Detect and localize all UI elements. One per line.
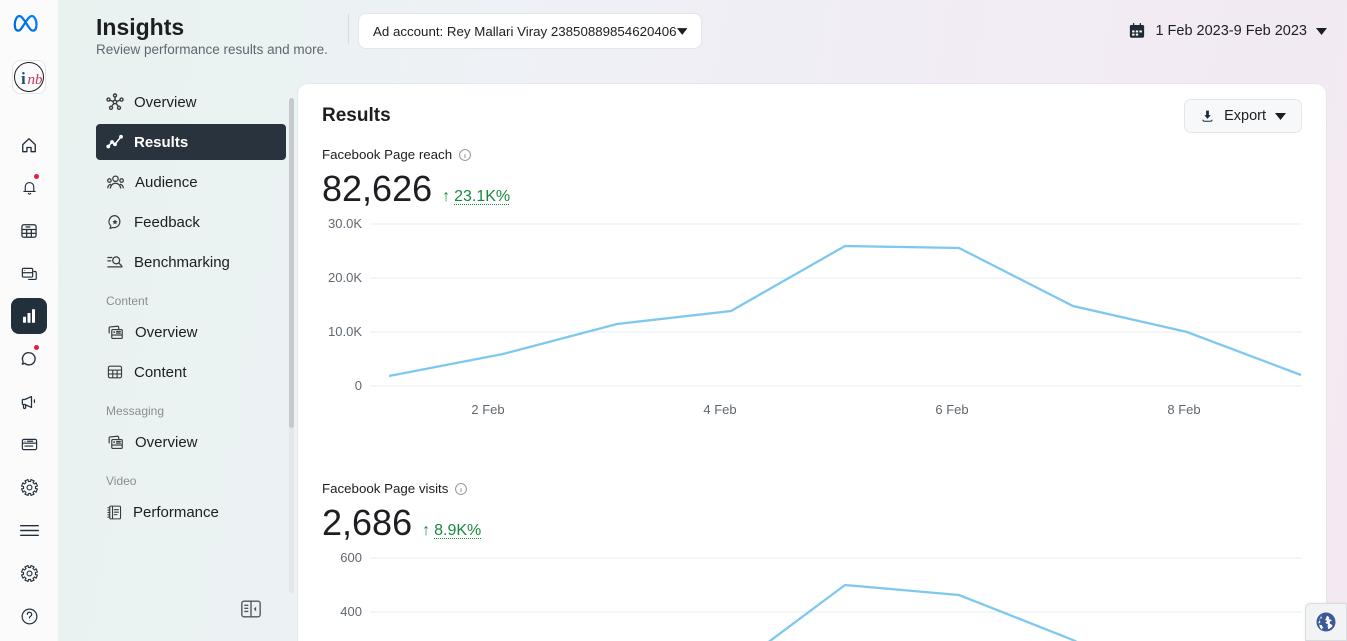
svg-text:20.0K: 20.0K bbox=[328, 270, 362, 285]
svg-text:i: i bbox=[21, 69, 26, 88]
svg-text:8 Feb: 8 Feb bbox=[1167, 402, 1200, 417]
svg-text:0: 0 bbox=[355, 378, 362, 393]
svg-text:30.0K: 30.0K bbox=[328, 216, 362, 231]
svg-text:6 Feb: 6 Feb bbox=[935, 402, 968, 417]
svg-text:400: 400 bbox=[340, 604, 362, 619]
svg-text:2 Feb: 2 Feb bbox=[471, 402, 504, 417]
svg-text:10.0K: 10.0K bbox=[328, 324, 362, 339]
svg-text:600: 600 bbox=[340, 550, 362, 565]
svg-text:4 Feb: 4 Feb bbox=[703, 402, 736, 417]
svg-text:nb: nb bbox=[28, 72, 44, 88]
